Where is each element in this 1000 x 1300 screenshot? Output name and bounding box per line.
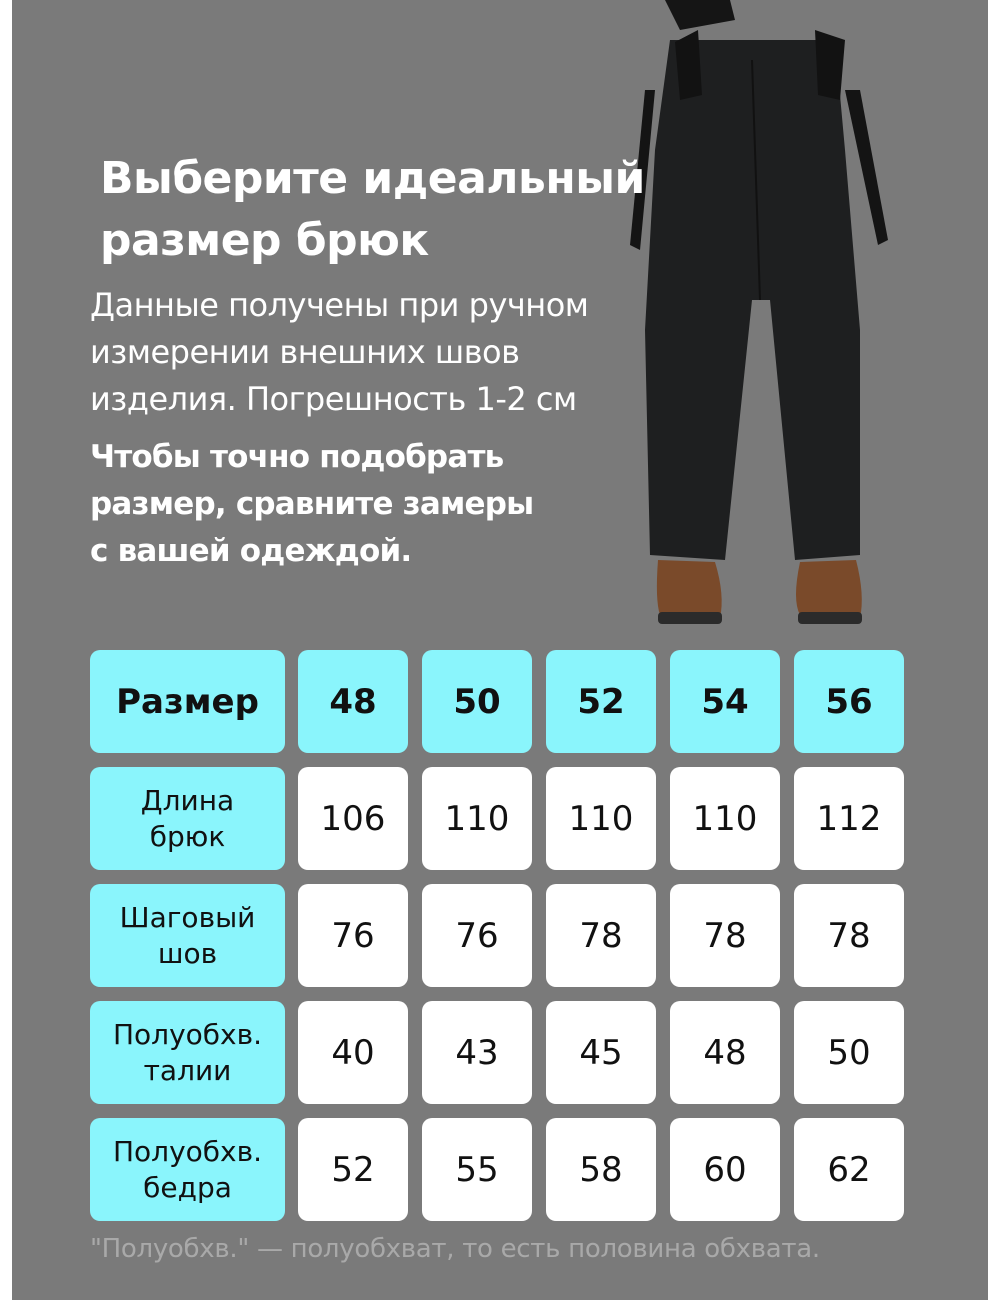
- row-label-line: Длина: [140, 783, 235, 817]
- cell-value: 40: [331, 1032, 375, 1073]
- footer-note: "Полуобхв." — полуобхват, то есть полови…: [90, 1234, 820, 1264]
- value-cell: 45: [546, 1001, 656, 1104]
- cell-value: 76: [331, 915, 375, 956]
- cell-value: 58: [579, 1149, 623, 1190]
- cell-value: 112: [816, 798, 882, 839]
- row-label-line: брюк: [149, 819, 226, 853]
- value-cell: 55: [422, 1118, 532, 1221]
- title-line: размер брюк: [100, 215, 429, 266]
- cell-value: 48: [703, 1032, 747, 1073]
- note-line: размер, сравните замеры: [90, 486, 534, 522]
- header-label-cell: Размер: [90, 650, 285, 753]
- cell-value: 78: [827, 915, 871, 956]
- size-label: 52: [577, 681, 625, 722]
- value-cell: 78: [794, 884, 904, 987]
- row-label-cell: Длина брюк: [90, 767, 285, 870]
- cell-value: 62: [827, 1149, 871, 1190]
- note-line: Чтобы точно подобрать: [90, 439, 504, 475]
- row-label-cell: Шаговый шов: [90, 884, 285, 987]
- row-label-line: талии: [143, 1053, 232, 1087]
- cell-value: 50: [827, 1032, 871, 1073]
- row-label-line: Полуобхв.: [112, 1017, 263, 1051]
- description-line: измерении внешних швов: [90, 333, 520, 371]
- fit-note: Чтобы точно подобрать размер, сравните з…: [90, 434, 534, 575]
- value-cell: 76: [298, 884, 408, 987]
- size-header-cell: 50: [422, 650, 532, 753]
- row-label: Полуобхв. бедра: [113, 1134, 262, 1206]
- value-cell: 76: [422, 884, 532, 987]
- size-label: 48: [329, 681, 377, 722]
- cell-value: 52: [331, 1149, 375, 1190]
- cell-value: 78: [579, 915, 623, 956]
- header-label: Размер: [116, 681, 259, 722]
- cell-value: 78: [703, 915, 747, 956]
- row-label-cell: Полуобхв. бедра: [90, 1118, 285, 1221]
- size-header-cell: 56: [794, 650, 904, 753]
- size-label: 54: [701, 681, 749, 722]
- size-header-cell: 52: [546, 650, 656, 753]
- row-label-line: бедра: [143, 1170, 232, 1204]
- cell-value: 110: [444, 798, 510, 839]
- value-cell: 106: [298, 767, 408, 870]
- size-header-cell: 48: [298, 650, 408, 753]
- title-line: Выберите идеальный: [100, 153, 645, 204]
- cell-value: 55: [455, 1149, 499, 1190]
- cell-value: 110: [568, 798, 634, 839]
- cell-value: 110: [692, 798, 758, 839]
- size-label: 50: [453, 681, 501, 722]
- size-label: 56: [825, 681, 873, 722]
- cell-value: 106: [320, 798, 386, 839]
- description-line: Данные получены при ручном: [90, 286, 589, 324]
- page-title: Выберите идеальный размер брюк: [100, 148, 645, 272]
- row-label: Полуобхв. талии: [113, 1017, 262, 1089]
- cell-value: 60: [703, 1149, 747, 1190]
- cell-value: 45: [579, 1032, 623, 1073]
- value-cell: 52: [298, 1118, 408, 1221]
- row-label: Длина брюк: [141, 783, 234, 855]
- value-cell: 62: [794, 1118, 904, 1221]
- value-cell: 112: [794, 767, 904, 870]
- value-cell: 110: [670, 767, 780, 870]
- value-cell: 50: [794, 1001, 904, 1104]
- value-cell: 110: [422, 767, 532, 870]
- value-cell: 48: [670, 1001, 780, 1104]
- description-line: изделия. Погрешность 1-2 см: [90, 380, 577, 418]
- value-cell: 78: [670, 884, 780, 987]
- value-cell: 78: [546, 884, 656, 987]
- size-header-cell: 54: [670, 650, 780, 753]
- row-label-line: Шаговый: [119, 900, 256, 934]
- value-cell: 60: [670, 1118, 780, 1221]
- note-line: с вашей одеждой.: [90, 533, 412, 569]
- cell-value: 43: [455, 1032, 499, 1073]
- value-cell: 110: [546, 767, 656, 870]
- value-cell: 40: [298, 1001, 408, 1104]
- row-label-line: шов: [157, 936, 218, 970]
- row-label-cell: Полуобхв. талии: [90, 1001, 285, 1104]
- row-label-line: Полуобхв.: [112, 1134, 263, 1168]
- pants-photo: [630, 0, 888, 624]
- value-cell: 43: [422, 1001, 532, 1104]
- description: Данные получены при ручном измерении вне…: [90, 282, 589, 423]
- value-cell: 58: [546, 1118, 656, 1221]
- cell-value: 76: [455, 915, 499, 956]
- row-label: Шаговый шов: [120, 900, 256, 972]
